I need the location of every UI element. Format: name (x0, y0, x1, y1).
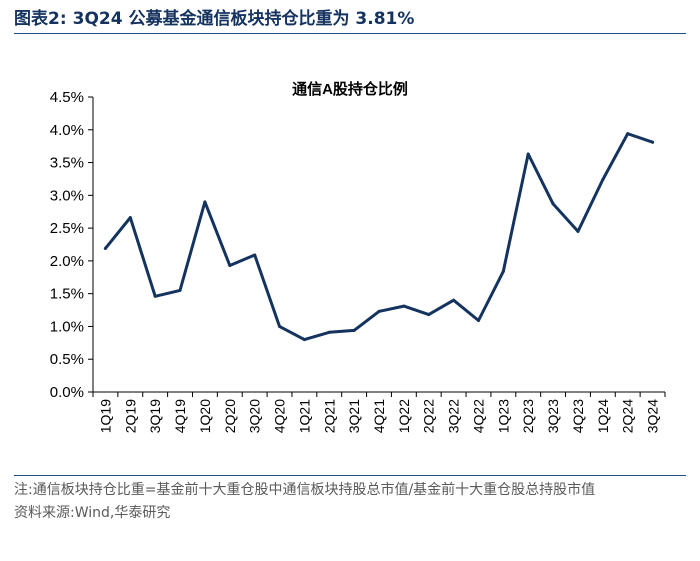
data-point (278, 324, 281, 328)
x-tick-label: 2Q21 (321, 399, 337, 433)
x-tick-label: 3Q22 (446, 399, 462, 433)
figure-headline: 3Q24 公募基金通信板块持仓比重为 3.81% (72, 9, 415, 29)
data-point (153, 294, 157, 298)
data-point (651, 140, 655, 144)
figure-label: 图表2: (14, 9, 67, 29)
x-tick-label: 1Q21 (296, 399, 312, 433)
notes-divider (14, 475, 686, 476)
footnote: 注:通信板块持仓比重=基金前十大重仓股中通信板块持股总市值/基金前十大重仓股总持… (14, 482, 596, 498)
data-point (302, 338, 306, 342)
data-point (501, 269, 505, 273)
y-tick-label: 2.0% (50, 253, 84, 270)
y-tick-label: 4.0% (50, 122, 84, 139)
x-tick-label: 1Q23 (495, 399, 511, 433)
x-axis: 1Q19 2Q19 3Q19 4Q19 1Q20 2Q20 3Q20 4Q20 1Q21 2Q21… (92, 391, 666, 433)
data-point (402, 304, 406, 308)
title-divider (14, 33, 686, 34)
y-tick-label: 1.5% (50, 286, 84, 303)
x-tick-label: 2Q24 (620, 399, 636, 433)
data-point (352, 328, 356, 332)
x-tick-label: 2Q19 (122, 399, 138, 433)
x-tick-label: 4Q19 (172, 399, 188, 433)
x-tick-label: 2Q22 (421, 399, 437, 433)
x-tick-label: 4Q20 (272, 399, 288, 433)
data-point (128, 216, 132, 220)
x-tick-label: 2Q23 (520, 399, 536, 433)
x-tick-label: 3Q24 (645, 399, 661, 433)
data-point (377, 309, 381, 313)
x-tick-label: 1Q19 (97, 399, 113, 433)
x-tick-label: 3Q19 (147, 399, 163, 433)
data-point (477, 319, 480, 322)
data-point (526, 152, 530, 156)
notes: 注:通信板块持仓比重=基金前十大重仓股中通信板块持股总市值/基金前十大重仓股总持… (14, 479, 686, 525)
data-point (452, 298, 456, 302)
chart-title: 通信A股持仓比例 (292, 80, 408, 98)
y-tick-label: 2.5% (50, 220, 84, 237)
y-axis: 0.0% 0.5% 1.0% 1.5% 2.0% 2.5% 3.0% 3.5% 4.0% 4.5% (50, 89, 94, 401)
x-tick-label: 4Q23 (570, 399, 586, 433)
x-tick-label: 3Q23 (545, 399, 561, 433)
x-tick-label: 4Q22 (470, 399, 486, 433)
series-line (103, 132, 655, 342)
y-tick-label: 0.0% (50, 384, 84, 401)
data-point (178, 288, 182, 292)
data-point (576, 229, 580, 233)
data-point (228, 264, 232, 267)
y-tick-label: 4.5% (50, 89, 84, 106)
x-tick-label: 1Q22 (396, 399, 412, 433)
data-point (601, 178, 605, 182)
series-layer (103, 132, 655, 342)
x-tick-label: 3Q21 (346, 399, 362, 433)
x-tick-label: 1Q24 (595, 399, 611, 433)
data-point (551, 202, 555, 206)
y-tick-label: 3.5% (50, 155, 84, 172)
data-point (626, 132, 630, 136)
x-tick-label: 4Q21 (371, 399, 387, 433)
data-point (103, 246, 107, 250)
data-point (203, 200, 207, 204)
x-tick-label: 2Q20 (222, 399, 238, 433)
data-point (327, 330, 331, 334)
y-tick-label: 3.0% (50, 187, 84, 204)
y-tick-label: 0.5% (50, 351, 84, 368)
line-chart: 通信A股持仓比例 0.0% 0.5% 1.0% 1.5% 2.0% 2.5% 3.0% 3.5… (50, 80, 666, 433)
data-point (253, 253, 257, 257)
x-tick-label: 3Q20 (247, 399, 263, 433)
x-tick-label: 1Q20 (197, 399, 213, 433)
source-line: 资料来源:Wind,华泰研究 (14, 505, 171, 521)
figure-title: 图表2: 3Q24 公募基金通信板块持仓比重为 3.81% (14, 4, 414, 29)
y-tick-label: 1.0% (50, 318, 84, 335)
data-point (427, 313, 431, 317)
